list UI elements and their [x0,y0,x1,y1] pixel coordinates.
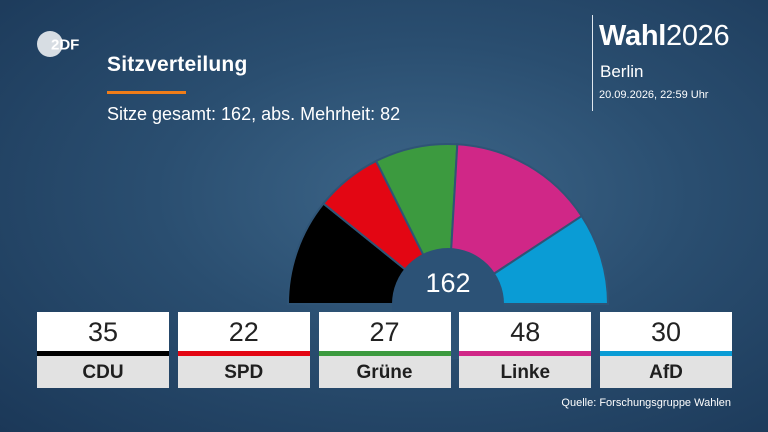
party-name: AfD [600,356,732,388]
party-name: SPD [177,356,310,388]
brand-year: 2026 [666,20,730,52]
party-seats: 27 [318,312,451,351]
party-box-afd: 30 AfD [600,312,732,388]
page-title: Sitzverteilung [107,53,248,76]
brand-divider [592,15,593,111]
party-name: Linke [459,356,592,388]
party-box-cdu: 35 CDU [37,312,169,388]
party-results: 35 CDU 22 SPD 27 Grüne 48 Linke 30 AfD [37,312,732,388]
party-box-linke: 48 Linke [459,312,592,388]
logo-text: 2DF [51,37,79,54]
party-color-stripe [177,351,310,356]
party-name: CDU [37,356,169,388]
party-color-stripe [600,351,732,356]
party-seats: 30 [600,312,732,351]
party-color-stripe [459,351,592,356]
party-seats: 35 [37,312,169,351]
title-underline [107,91,186,94]
election-brand: Wahl2026 [599,20,730,53]
source-note: Quelle: Forschungsgruppe Wahlen [561,397,731,409]
region-label: Berlin [600,62,644,81]
brand-wahl: Wahl [599,20,666,52]
party-box-spd: 22 SPD [177,312,310,388]
party-seats: 22 [177,312,310,351]
zdf-logo-icon: 2DF [37,31,79,57]
party-box-grne: 27 Grüne [318,312,451,388]
seat-summary: Sitze gesamt: 162, abs. Mehrheit: 82 [107,104,401,124]
party-seats: 48 [459,312,592,351]
party-color-stripe [37,351,169,356]
party-color-stripe [318,351,451,356]
total-seats: 162 [425,268,471,298]
timestamp: 20.09.2026, 22:59 Uhr [599,89,709,101]
party-name: Grüne [318,356,451,388]
